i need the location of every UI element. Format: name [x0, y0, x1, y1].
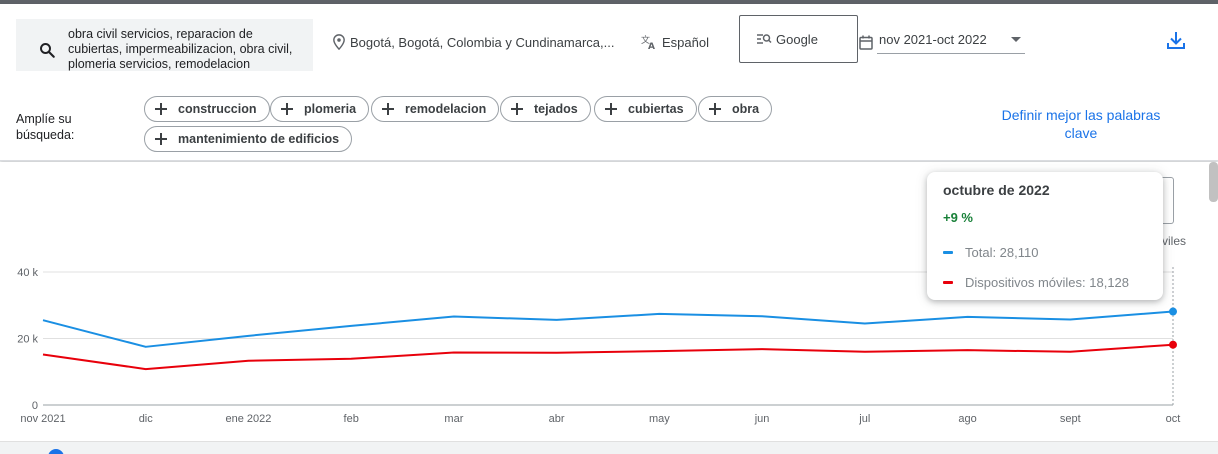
bottom-divider: [0, 441, 1218, 454]
date-range-filter[interactable]: nov 2021-oct 2022: [859, 30, 1025, 54]
legend-partial-text: viles: [1162, 234, 1187, 248]
refine-keywords-link[interactable]: Definir mejor las palabras clave: [1001, 107, 1161, 141]
bottom-indicator-dot: [48, 449, 64, 454]
tooltip-total-text: Total: 28,110: [965, 245, 1039, 260]
chip-plomeria[interactable]: plomeria: [270, 96, 370, 122]
chip-mantenimiento-de-edificios[interactable]: mantenimiento de edificios: [144, 126, 353, 152]
y-tick-label: 20 k: [17, 334, 38, 346]
plus-icon: [378, 99, 398, 119]
expand-search-label: Amplíe su búsqueda:: [16, 112, 75, 142]
chip-construccion[interactable]: construccion: [144, 96, 270, 122]
total-swatch: [943, 251, 953, 254]
location-text: Bogotá, Bogotá, Colombia y Cundinamarca,…: [350, 34, 615, 50]
plus-icon: [151, 99, 171, 119]
x-tick-label: abr: [549, 413, 565, 425]
language-filter[interactable]: 文 A Español: [641, 32, 709, 52]
chip-obra[interactable]: obra: [698, 96, 773, 122]
svg-text:文: 文: [641, 34, 650, 46]
x-tick-label: mar: [444, 413, 463, 425]
plus-icon: [277, 99, 297, 119]
series-line-mobile: [42, 343, 1174, 371]
date-range-select[interactable]: nov 2021-oct 2022: [877, 30, 1025, 54]
location-pin-icon: [333, 34, 345, 50]
series-line-total: [42, 310, 1174, 348]
scrollbar-thumb[interactable]: [1209, 162, 1218, 202]
y-tick-label: 0: [32, 400, 38, 412]
x-tick-label: may: [649, 413, 670, 425]
x-tick-label: ago: [958, 413, 976, 425]
chevron-down-icon: [1011, 37, 1021, 42]
date-range-text: nov 2021-oct 2022: [879, 32, 987, 47]
mobile-swatch: [943, 281, 953, 284]
plus-icon: [507, 99, 527, 119]
y-tick-label: 40 k: [17, 267, 38, 279]
x-tick-label: jun: [754, 413, 770, 425]
chip-label: plomeria: [304, 102, 357, 116]
chip-label: remodelacion: [405, 102, 487, 116]
tooltip-title: octubre de 2022: [943, 182, 1050, 198]
language-text: Español: [662, 34, 709, 50]
x-tick-label: ene 2022: [226, 413, 272, 425]
chart-tooltip: octubre de 2022 +9 % Total: 28,110 Dispo…: [927, 172, 1163, 300]
svg-text:A: A: [648, 42, 655, 50]
x-tick-label: oct: [1166, 413, 1181, 425]
x-tick-label: nov 2021: [20, 413, 65, 425]
x-tick-label: jul: [858, 413, 870, 425]
source-text: Google: [776, 31, 818, 47]
plus-icon: [601, 99, 621, 119]
chip-label: cubiertas: [628, 102, 684, 116]
search-icon[interactable]: [38, 41, 56, 59]
search-source-filter[interactable]: Google: [739, 15, 858, 63]
top-border: [0, 0, 1218, 4]
web-search-icon: [757, 34, 772, 44]
chip-tejados[interactable]: tejados: [500, 96, 591, 122]
series-point-total: [1169, 307, 1177, 316]
tooltip-mobile-text: Dispositivos móviles: 18,128: [965, 275, 1130, 290]
x-tick-label: dic: [139, 413, 154, 425]
x-tick-label: feb: [344, 413, 359, 425]
location-filter[interactable]: Bogotá, Bogotá, Colombia y Cundinamarca,…: [332, 32, 614, 52]
chip-label: construccion: [178, 102, 257, 116]
plus-icon: [705, 99, 725, 119]
calendar-icon: [859, 35, 873, 50]
filter-header: obra civil servicios, reparacion de cubi…: [0, 4, 1218, 161]
search-terms-box[interactable]: obra civil servicios, reparacion de cubi…: [16, 19, 313, 71]
chip-label: tejados: [534, 102, 578, 116]
chip-remodelacion[interactable]: remodelacion: [371, 96, 500, 122]
search-terms-text[interactable]: obra civil servicios, reparacion de cubi…: [68, 27, 293, 71]
trend-line-chart: 0 20 k 40 k nov 2021 dic ene 2022 feb mar abr may…: [17, 267, 1181, 425]
chip-label: obra: [732, 102, 760, 116]
x-tick-label: sept: [1060, 413, 1081, 425]
download-icon[interactable]: [1165, 29, 1187, 51]
plus-icon: [151, 129, 171, 149]
tooltip-row-mobile: Dispositivos móviles: 18,128: [943, 275, 1129, 290]
chip-label: mantenimiento de edificios: [178, 132, 340, 146]
tooltip-change: +9 %: [943, 210, 973, 225]
series-point-mobile: [1169, 340, 1177, 349]
chip-cubiertas[interactable]: cubiertas: [594, 96, 697, 122]
translate-icon: 文 A: [641, 34, 655, 50]
tooltip-row-total: Total: 28,110: [943, 245, 1038, 260]
